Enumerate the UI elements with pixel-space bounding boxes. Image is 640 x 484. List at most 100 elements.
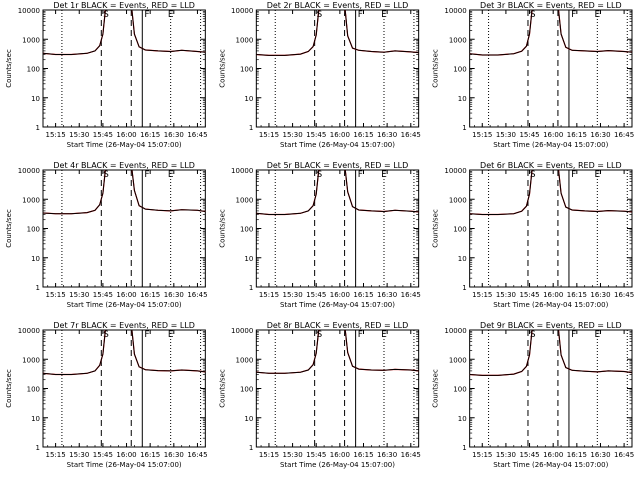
x-tick-label: 16:30 <box>590 451 610 459</box>
series-line-events <box>469 330 632 376</box>
x-tick-label: 16:15 <box>567 451 587 459</box>
series-line-events <box>469 10 632 56</box>
x-tick-label: 16:15 <box>140 291 160 299</box>
x-tick-label: 15:45 <box>519 131 539 139</box>
x-tick-label: 15:15 <box>46 131 66 139</box>
x-axis-label: Start Time (26-May-04 15:07:00) <box>493 301 608 309</box>
y-tick-label: 1000 <box>22 356 40 364</box>
y-tick-label: 1 <box>249 444 253 452</box>
y-tick-label: 10000 <box>18 167 40 175</box>
x-tick-label: 15:30 <box>496 291 516 299</box>
marker-letter: F <box>571 170 576 180</box>
y-tick-label: 100 <box>240 386 253 394</box>
chart-title: Det 6r BLACK = Events, RED = LLD <box>480 161 622 170</box>
y-tick-label: 1 <box>462 284 466 292</box>
y-tick-label: 1000 <box>236 36 254 44</box>
x-axis-label: Start Time (26-May-04 15:07:00) <box>67 301 182 309</box>
marker-letter: E <box>381 10 387 20</box>
x-tick-label: 15:45 <box>306 131 326 139</box>
x-tick-label: 16:00 <box>330 451 350 459</box>
chart-panel: Det 7r BLACK = Events, RED = LLD 1 10 100 10… <box>5 321 208 469</box>
x-tick-label: 16:00 <box>543 131 563 139</box>
x-tick-label: 16:15 <box>353 131 373 139</box>
marker-letter: F <box>571 10 576 20</box>
axes-frame <box>42 169 206 288</box>
marker-letter: S <box>103 10 109 20</box>
x-tick-label: 15:30 <box>496 131 516 139</box>
y-tick-label: 1000 <box>449 196 467 204</box>
chart-panel: Det 9r BLACK = Events, RED = LLD 1 10 100 10… <box>432 321 635 469</box>
y-tick-label: 10 <box>244 95 253 103</box>
marker-letter: E <box>594 330 600 340</box>
x-tick-label: 15:45 <box>519 451 539 459</box>
x-tick-label: 16:30 <box>590 131 610 139</box>
x-tick-label: 15:30 <box>282 131 302 139</box>
marker-letter: E <box>168 330 174 340</box>
marker-letter: S <box>530 170 536 180</box>
series-line-lld <box>256 330 419 374</box>
x-axis-label: Start Time (26-May-04 15:07:00) <box>280 461 395 469</box>
x-tick-label: 15:45 <box>93 131 113 139</box>
marker-letter: S <box>317 330 323 340</box>
series-line-events <box>43 170 206 215</box>
y-tick-label: 1000 <box>22 36 40 44</box>
marker-letter: E <box>381 170 387 180</box>
x-tick-label: 15:30 <box>69 451 89 459</box>
chart-panel: Det 5r BLACK = Events, RED = LLD 1 10 100 10… <box>218 161 421 309</box>
series-line-events <box>256 330 419 374</box>
y-tick-label: 10000 <box>18 327 40 335</box>
series-line-lld <box>469 330 632 376</box>
x-tick-label: 16:45 <box>401 291 421 299</box>
x-tick-label: 16:00 <box>330 131 350 139</box>
x-axis-label: Start Time (26-May-04 15:07:00) <box>67 461 182 469</box>
y-tick-label: 100 <box>27 66 40 74</box>
x-tick-label: 15:45 <box>93 451 113 459</box>
series-line-lld <box>256 170 419 216</box>
y-tick-label: 1 <box>462 124 466 132</box>
y-tick-label: 1 <box>36 284 40 292</box>
marker-letter: F <box>358 10 363 20</box>
x-tick-label: 16:30 <box>164 451 184 459</box>
y-tick-label: 10 <box>458 415 467 423</box>
axes-frame <box>42 329 206 448</box>
y-tick-label: 1 <box>36 124 40 132</box>
x-tick-label: 16:15 <box>567 291 587 299</box>
y-tick-label: 1 <box>249 284 253 292</box>
axes-frame <box>255 9 420 128</box>
y-tick-label: 10000 <box>231 7 253 15</box>
marker-letter: S <box>317 170 323 180</box>
x-tick-label: 16:00 <box>543 451 563 459</box>
y-tick-label: 10 <box>31 255 40 263</box>
x-tick-label: 15:30 <box>69 131 89 139</box>
chart-title: Det 3r BLACK = Events, RED = LLD <box>480 1 622 10</box>
y-tick-label: 1 <box>462 444 466 452</box>
axes-frame <box>469 329 633 448</box>
series-line-events <box>256 170 419 215</box>
x-axis-label: Start Time (26-May-04 15:07:00) <box>493 461 608 469</box>
y-tick-label: 10000 <box>18 7 40 15</box>
chart-panel: Det 6r BLACK = Events, RED = LLD 1 10 100 10… <box>432 161 635 309</box>
y-tick-label: 10 <box>31 95 40 103</box>
y-tick-label: 100 <box>240 226 253 234</box>
y-tick-label: 1000 <box>449 356 467 364</box>
x-tick-label: 16:00 <box>330 291 350 299</box>
x-tick-label: 15:30 <box>282 291 302 299</box>
y-axis-label: Counts/sec <box>218 49 226 88</box>
x-tick-label: 15:45 <box>306 291 326 299</box>
chart-panel: Det 2r BLACK = Events, RED = LLD 1 10 100 10… <box>218 1 421 149</box>
series-line-lld <box>256 10 419 57</box>
chart-title: Det 2r BLACK = Events, RED = LLD <box>267 1 409 10</box>
y-axis-label: Counts/sec <box>432 209 440 248</box>
y-tick-label: 1000 <box>22 196 40 204</box>
y-tick-label: 10 <box>31 415 40 423</box>
series-line-events <box>256 10 419 56</box>
marker-letter: S <box>317 10 323 20</box>
x-tick-label: 16:00 <box>116 291 136 299</box>
y-tick-label: 10000 <box>231 167 253 175</box>
chart-title: Det 4r BLACK = Events, RED = LLD <box>53 161 195 170</box>
y-axis-label: Counts/sec <box>218 369 226 408</box>
y-axis-label: Counts/sec <box>5 49 13 88</box>
axes-frame <box>469 169 633 288</box>
series-line-lld <box>43 10 206 56</box>
